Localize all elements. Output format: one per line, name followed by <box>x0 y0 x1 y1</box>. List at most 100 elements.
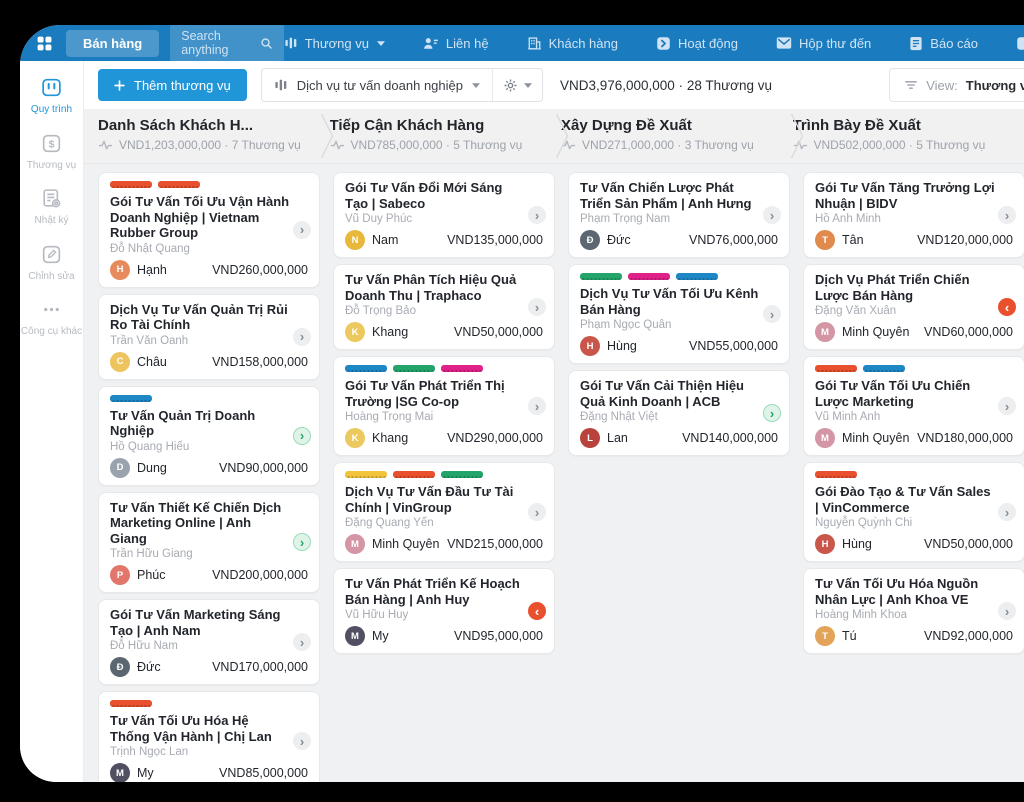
deal-card[interactable]: Gói Tư Vấn Tăng Trưởng Lợi Nhuận | BIDV … <box>803 172 1024 258</box>
pipeline-settings-dropdown[interactable] <box>493 69 542 101</box>
owner-name: Tú <box>842 629 857 643</box>
kanban-board: Danh Sách Khách H... VND1,203,000,000 · … <box>84 109 1024 782</box>
sidebar-item-pipeline[interactable]: Quy trình <box>20 76 83 116</box>
stage-move-button[interactable]: › <box>293 221 311 239</box>
stage-move-button[interactable]: › <box>998 602 1016 620</box>
deal-card[interactable]: Dịch Vụ Tư Vấn Đầu Tư Tài Chính | VinGro… <box>333 462 555 562</box>
column-separator-icon <box>555 113 569 164</box>
stage-move-button[interactable]: › <box>528 503 546 521</box>
stage-move-button[interactable]: › <box>293 633 311 651</box>
deal-title: Tư Vấn Thiết Kế Chiến Dịch Marketing Onl… <box>110 500 308 547</box>
sidebar-item-log[interactable]: Nhật ký <box>20 187 83 227</box>
column-title: Tiếp Cận Khách Hàng <box>330 117 549 134</box>
nav-label: Hoạt động <box>678 36 738 51</box>
sidebar-item-more[interactable]: Công cụ khác <box>20 298 83 338</box>
module-button[interactable]: Bán hàng <box>66 30 159 57</box>
stage-move-button[interactable]: ‹ <box>528 602 546 620</box>
deal-value: VND140,000,000 <box>682 431 778 445</box>
kanban-column-headers: Danh Sách Khách H... VND1,203,000,000 · … <box>84 109 1024 164</box>
nav-item-kanban[interactable]: Thương vụ <box>284 36 385 51</box>
nav-item-report[interactable]: Báo cáo <box>909 36 978 51</box>
column-separator-icon <box>790 113 804 164</box>
owner-avatar: M <box>815 322 835 342</box>
sidebar-item-deal[interactable]: $ Thương vụ <box>20 132 83 172</box>
owner-avatar: M <box>345 626 365 646</box>
tag-yellow <box>345 471 387 478</box>
deal-card[interactable]: Tư Vấn Thiết Kế Chiến Dịch Marketing Onl… <box>98 492 320 594</box>
owner-avatar: N <box>345 230 365 250</box>
stage-move-button[interactable]: › <box>293 328 311 346</box>
svg-text:$: $ <box>49 139 55 150</box>
owner-name: Đức <box>137 660 161 674</box>
deal-card[interactable]: Tư Vấn Phân Tích Hiệu Quả Doanh Thu | Tr… <box>333 264 555 350</box>
tag-green <box>580 273 622 280</box>
stage-move-button[interactable]: › <box>998 503 1016 521</box>
owner-name: Dung <box>137 461 167 475</box>
stage-move-button[interactable]: › <box>998 397 1016 415</box>
deal-card[interactable]: Tư Vấn Quản Trị Doanh Nghiệp Hồ Quang Hi… <box>98 386 320 486</box>
deal-card[interactable]: Gói Đào Tạo & Tư Vấn Sales | VinCommerce… <box>803 462 1024 562</box>
stage-move-button[interactable]: › <box>528 206 546 224</box>
deal-card[interactable]: Gói Tư Vấn Tối Ưu Chiến Lược Marketing V… <box>803 356 1024 456</box>
pipeline-selector: Dịch vụ tư vấn doanh nghiệp <box>261 68 543 102</box>
deal-card[interactable]: Tư Vấn Tối Ưu Hóa Nguồn Nhân Lực | Anh K… <box>803 568 1024 654</box>
nav-item-extra[interactable] <box>1016 36 1024 51</box>
view-switcher-button[interactable]: View: Thương vụ <box>889 68 1024 102</box>
nav-item-activity[interactable]: Hoạt động <box>656 36 738 51</box>
deal-card[interactable]: Gói Tư Vấn Phát Triển Thị Trường |SG Co-… <box>333 356 555 456</box>
nav-item-contacts[interactable]: Liên hệ <box>423 36 489 51</box>
stage-move-button[interactable]: › <box>763 206 781 224</box>
owner-name: My <box>137 766 154 780</box>
deal-title: Dịch Vụ Tư Vấn Đầu Tư Tài Chính | VinGro… <box>345 484 543 515</box>
deal-value: VND90,000,000 <box>219 461 308 475</box>
deal-card[interactable]: Dịch Vụ Tư Vấn Quản Trị Rủi Ro Tài Chính… <box>98 294 320 380</box>
tag-row <box>110 700 308 707</box>
nav-item-company[interactable]: Khách hàng <box>527 36 618 51</box>
add-deal-button[interactable]: Thêm thương vụ <box>98 69 247 101</box>
column-title: Trình Bày Đề Xuất <box>793 117 1012 134</box>
stage-move-button[interactable]: ‹ <box>998 298 1016 316</box>
column-stats: VND1,203,000,000 · 7 Thương vụ <box>119 138 301 152</box>
stage-move-button[interactable]: › <box>763 404 781 422</box>
deal-card[interactable]: Tư Vấn Chiến Lược Phát Triển Sản Phẩm | … <box>568 172 790 258</box>
deal-card[interactable]: Tư Vấn Tối Ưu Hóa Hệ Thống Vận Hành | Ch… <box>98 691 320 782</box>
deal-card[interactable]: Gói Tư Vấn Tối Ưu Vận Hành Doanh Nghiệp … <box>98 172 320 288</box>
deal-card[interactable]: Dịch Vụ Tư Vấn Tối Ưu Kênh Bán Hàng Phạm… <box>568 264 790 364</box>
stage-move-button[interactable]: › <box>528 298 546 316</box>
deal-value: VND260,000,000 <box>212 263 308 277</box>
deal-card[interactable]: Tư Vấn Phát Triển Kế Hoạch Bán Hàng | An… <box>333 568 555 654</box>
pipeline-name: Dịch vụ tư vấn doanh nghiệp <box>297 78 463 93</box>
deal-card[interactable]: Gói Tư Vấn Cải Thiện Hiệu Quả Kinh Doanh… <box>568 370 790 456</box>
stage-move-button[interactable]: › <box>998 206 1016 224</box>
tag-orange <box>815 365 857 372</box>
stage-move-button[interactable]: › <box>293 533 311 551</box>
stage-move-button[interactable]: › <box>293 732 311 750</box>
search-input[interactable]: Search anything <box>170 25 283 63</box>
deal-title: Gói Tư Vấn Marketing Sáng Tạo | Anh Nam <box>110 607 308 638</box>
owner-avatar: M <box>345 534 365 554</box>
tag-orange <box>815 471 857 478</box>
kanban-icon <box>274 78 288 92</box>
stage-move-button[interactable]: › <box>293 427 311 445</box>
deal-value: VND50,000,000 <box>454 325 543 339</box>
stage-move-button[interactable]: › <box>763 305 781 323</box>
nav-item-inbox[interactable]: Hộp thư đến <box>776 36 871 51</box>
column-stats: VND271,000,000 · 3 Thương vụ <box>582 138 754 152</box>
deal-card[interactable]: Dịch Vụ Phát Triển Chiến Lược Bán Hàng Đ… <box>803 264 1024 350</box>
deal-value: VND85,000,000 <box>219 766 308 780</box>
app-grid-icon[interactable] <box>36 35 53 52</box>
deal-footer: Đ Đức VND76,000,000 <box>580 230 778 250</box>
deal-footer: M My VND85,000,000 <box>110 763 308 782</box>
nav-label: Thương vụ <box>305 36 369 51</box>
owner-avatar: T <box>815 230 835 250</box>
deal-card[interactable]: Gói Tư Vấn Marketing Sáng Tạo | Anh Nam … <box>98 599 320 685</box>
sidebar-label: Công cụ khác <box>21 326 82 338</box>
sidebar-item-edit[interactable]: Chỉnh sửa <box>20 243 83 283</box>
stage-move-button[interactable]: › <box>528 397 546 415</box>
deal-footer: H Hùng VND55,000,000 <box>580 336 778 356</box>
owner-name: Phúc <box>137 568 166 582</box>
pipeline-dropdown[interactable]: Dịch vụ tư vấn doanh nghiệp <box>262 69 493 101</box>
deal-card[interactable]: Gói Tư Vấn Đổi Mới Sáng Tạo | Sabeco Vũ … <box>333 172 555 258</box>
owner-avatar: P <box>110 565 130 585</box>
owner-avatar: T <box>815 626 835 646</box>
